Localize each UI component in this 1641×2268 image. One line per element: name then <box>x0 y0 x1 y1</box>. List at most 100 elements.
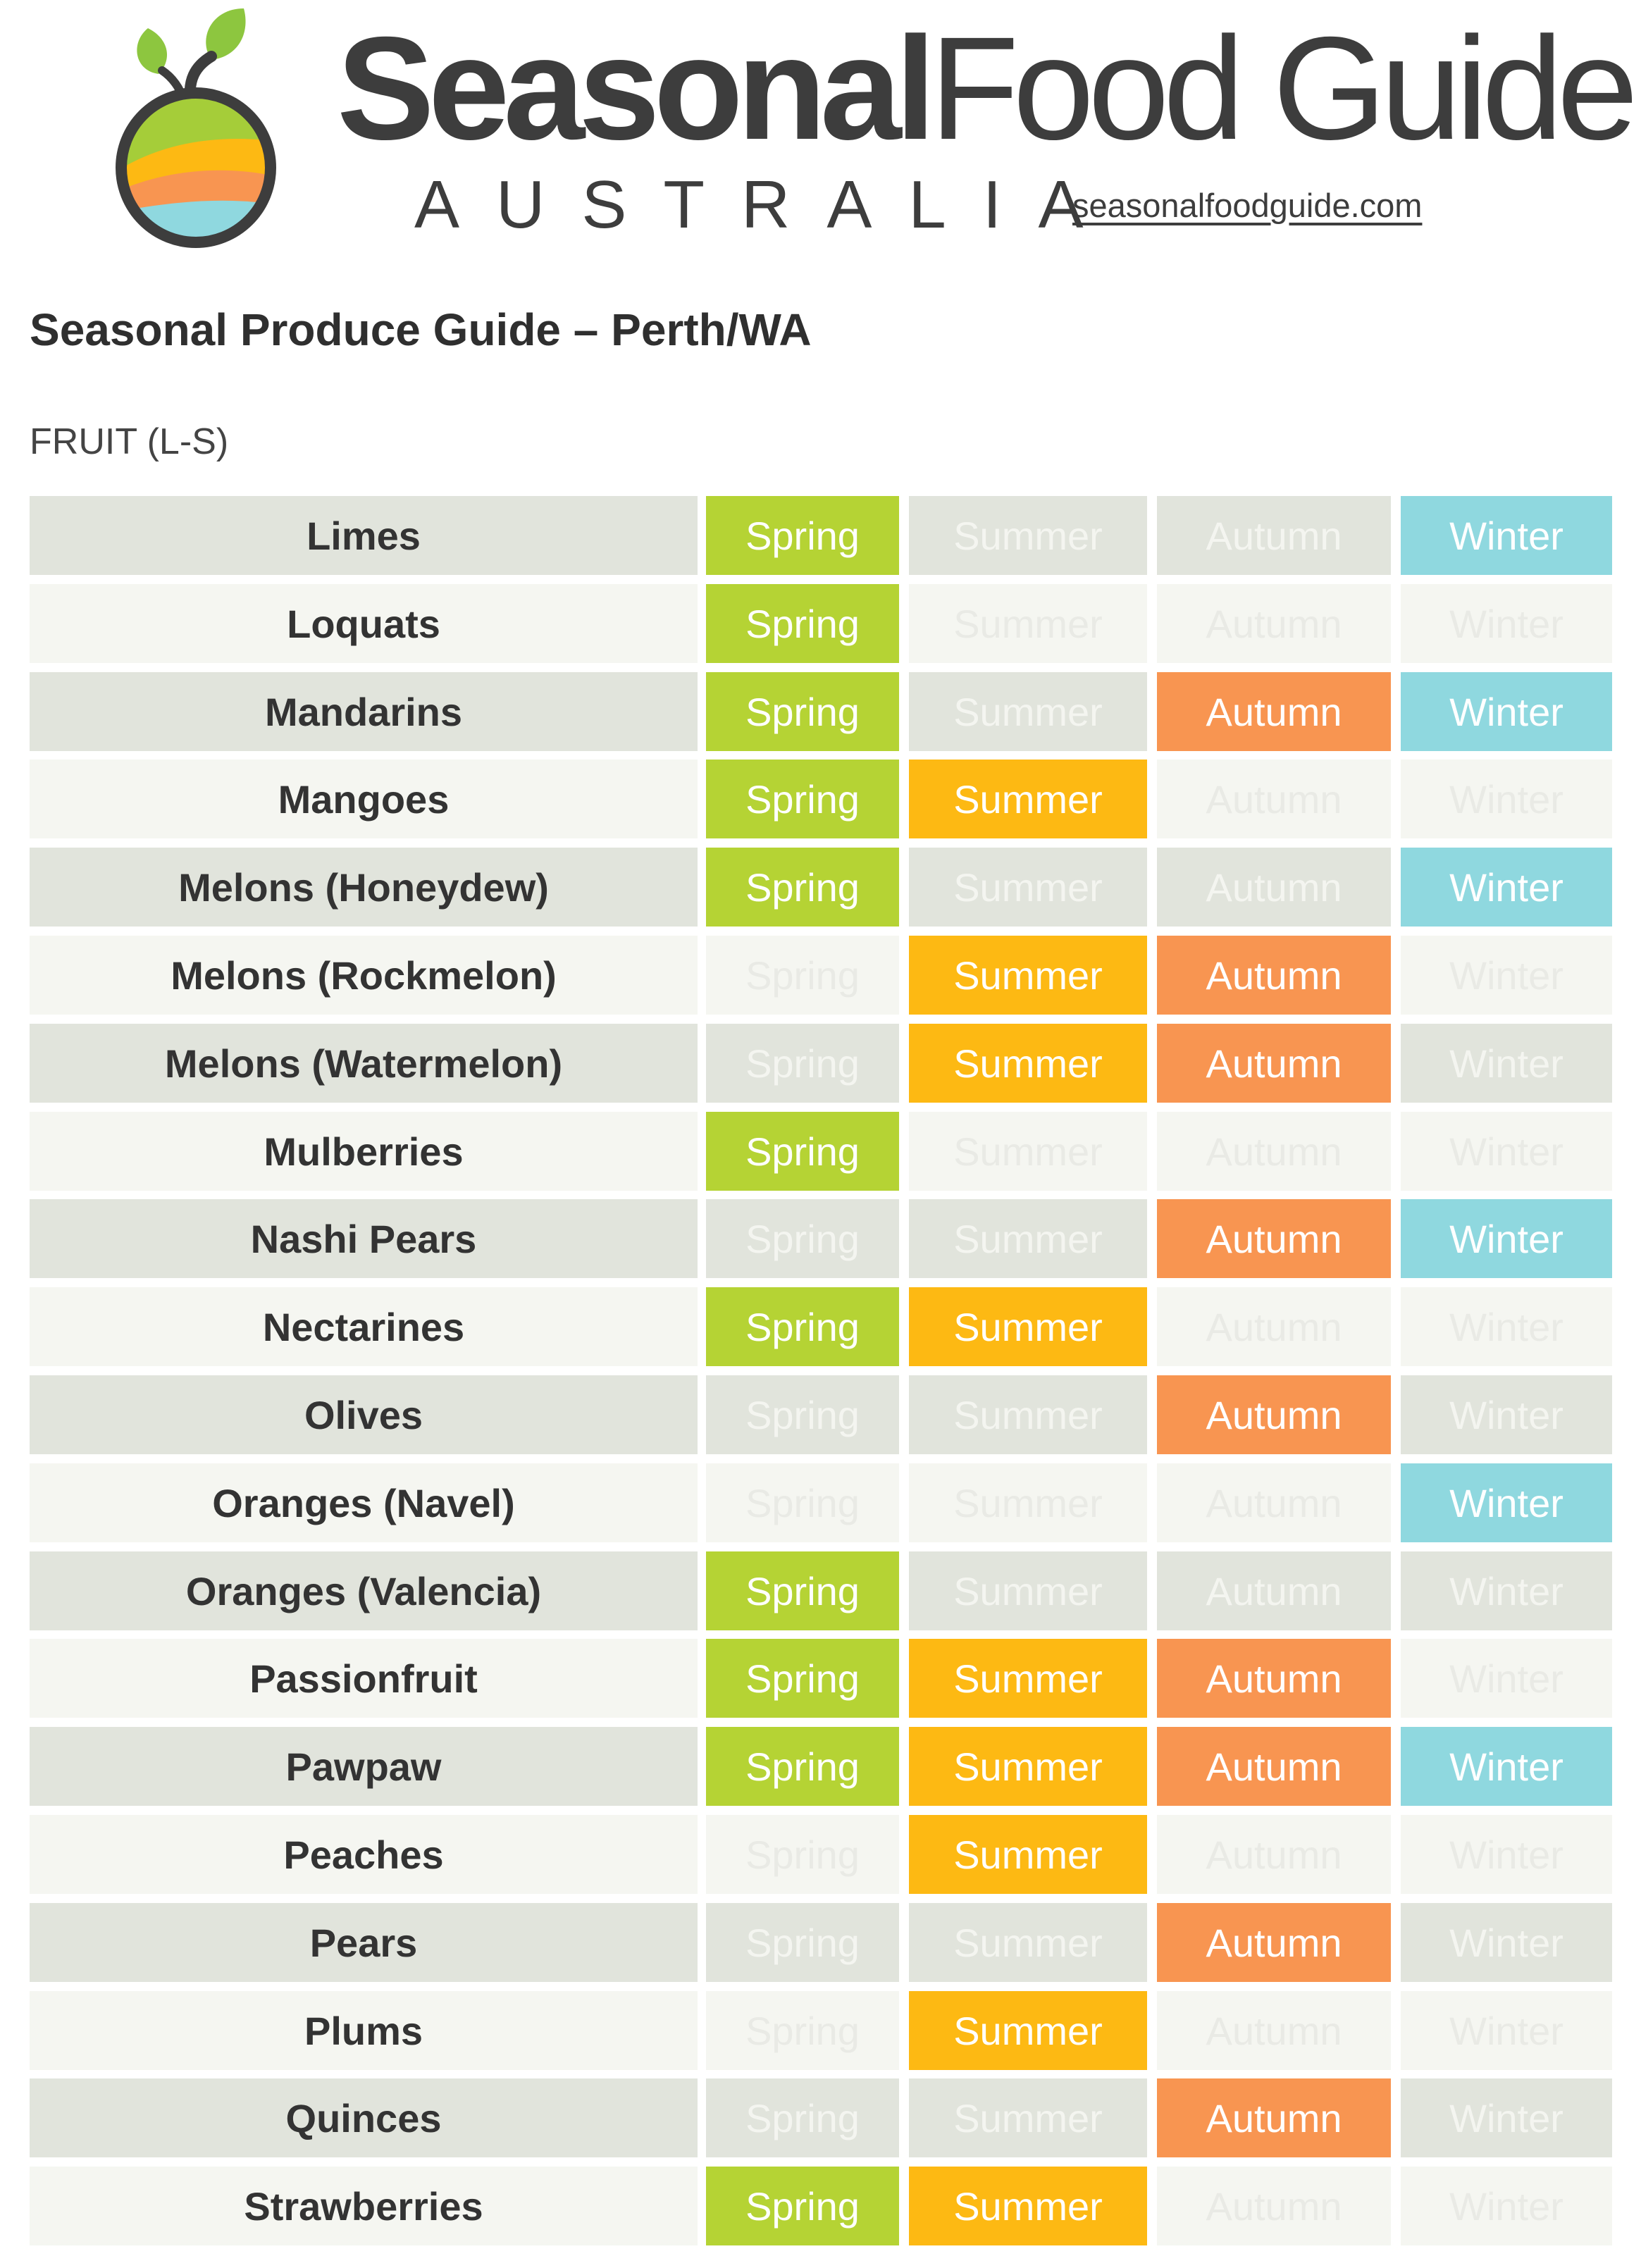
season-cell-spring: Spring <box>706 2078 899 2157</box>
produce-name: Limes <box>30 496 698 575</box>
table-row: Melons (Honeydew) Spring Summer Autumn Winte… <box>30 848 1612 927</box>
season-cell-autumn: Autumn <box>1157 760 1391 838</box>
table-row: Oranges (Valencia) Spring Summer Autumn Wint… <box>30 1551 1612 1630</box>
page-title: Seasonal Produce Guide – Perth/WA <box>30 304 812 355</box>
website-link[interactable]: seasonalfoodguide.com <box>1072 187 1423 224</box>
season-cell-winter: Winter <box>1401 2167 1612 2245</box>
produce-name: Passionfruit <box>30 1639 698 1718</box>
season-cell-summer: Summer <box>909 848 1147 927</box>
season-cell-autumn: Autumn <box>1157 2167 1391 2245</box>
season-cell-winter: Winter <box>1401 1815 1612 1894</box>
season-cell-summer: Summer <box>909 1551 1147 1630</box>
season-cell-autumn: Autumn <box>1157 1287 1391 1366</box>
produce-name: Mandarins <box>30 672 698 751</box>
produce-name: Mangoes <box>30 760 698 838</box>
season-cell-winter: Winter <box>1401 936 1612 1015</box>
table-row: Oranges (Navel) Spring Summer Autumn Winter <box>30 1463 1612 1542</box>
table-row: Mandarins Spring Summer Autumn Winter <box>30 672 1612 751</box>
season-cell-winter: Winter <box>1401 2078 1612 2157</box>
season-cell-winter: Winter <box>1401 1112 1612 1191</box>
table-row: Limes Spring Summer Autumn Winter <box>30 496 1612 575</box>
table-row: Olives Spring Summer Autumn Winter <box>30 1375 1612 1454</box>
season-cell-summer: Summer <box>909 496 1147 575</box>
table-row: Quinces Spring Summer Autumn Winter <box>30 2078 1612 2157</box>
table-row: Mangoes Spring Summer Autumn Winter <box>30 760 1612 838</box>
brand-name: SeasonalFood Guide <box>337 11 1638 166</box>
season-cell-winter: Winter <box>1401 1727 1612 1806</box>
produce-name: Oranges (Valencia) <box>30 1551 698 1630</box>
season-cell-autumn: Autumn <box>1157 848 1391 927</box>
season-cell-winter: Winter <box>1401 1024 1612 1103</box>
produce-name: Melons (Rockmelon) <box>30 936 698 1015</box>
season-cell-autumn: Autumn <box>1157 1991 1391 2070</box>
season-cell-winter: Winter <box>1401 1551 1612 1630</box>
table-row: Pears Spring Summer Autumn Winter <box>30 1903 1612 1982</box>
season-cell-spring: Spring <box>706 1551 899 1630</box>
season-cell-winter: Winter <box>1401 1375 1612 1454</box>
season-cell-summer: Summer <box>909 1639 1147 1718</box>
season-cell-winter: Winter <box>1401 584 1612 663</box>
season-cell-summer: Summer <box>909 1375 1147 1454</box>
season-cell-spring: Spring <box>706 1991 899 2070</box>
season-cell-summer: Summer <box>909 1991 1147 2070</box>
season-cell-autumn: Autumn <box>1157 936 1391 1015</box>
table-row: Melons (Watermelon) Spring Summer Autumn Win… <box>30 1024 1612 1103</box>
table-row: Plums Spring Summer Autumn Winter <box>30 1991 1612 2070</box>
table-row: Peaches Spring Summer Autumn Winter <box>30 1815 1612 1894</box>
season-cell-spring: Spring <box>706 760 899 838</box>
season-cell-summer: Summer <box>909 760 1147 838</box>
fruit-landscape-logo-icon <box>116 8 276 248</box>
table-row: Nectarines Spring Summer Autumn Winter <box>30 1287 1612 1366</box>
season-cell-spring: Spring <box>706 1199 899 1278</box>
produce-name: Pears <box>30 1903 698 1982</box>
season-cell-winter: Winter <box>1401 672 1612 751</box>
produce-name: Melons (Watermelon) <box>30 1024 698 1103</box>
season-cell-spring: Spring <box>706 1024 899 1103</box>
season-cell-autumn: Autumn <box>1157 496 1391 575</box>
season-cell-winter: Winter <box>1401 760 1612 838</box>
table-row: Passionfruit Spring Summer Autumn Winter <box>30 1639 1612 1718</box>
season-cell-winter: Winter <box>1401 1991 1612 2070</box>
season-cell-spring: Spring <box>706 496 899 575</box>
produce-name: Mulberries <box>30 1112 698 1191</box>
season-cell-summer: Summer <box>909 1903 1147 1982</box>
season-cell-spring: Spring <box>706 848 899 927</box>
season-cell-summer: Summer <box>909 936 1147 1015</box>
season-cell-autumn: Autumn <box>1157 1024 1391 1103</box>
season-cell-spring: Spring <box>706 672 899 751</box>
season-cell-summer: Summer <box>909 672 1147 751</box>
season-cell-autumn: Autumn <box>1157 584 1391 663</box>
season-cell-autumn: Autumn <box>1157 1551 1391 1630</box>
produce-name: Pawpaw <box>30 1727 698 1806</box>
produce-name: Oranges (Navel) <box>30 1463 698 1542</box>
table-row: Pawpaw Spring Summer Autumn Winter <box>30 1727 1612 1806</box>
season-cell-winter: Winter <box>1401 1639 1612 1718</box>
season-cell-summer: Summer <box>909 1287 1147 1366</box>
table-row: Melons (Rockmelon) Spring Summer Autumn Wint… <box>30 936 1612 1015</box>
season-cell-spring: Spring <box>706 1727 899 1806</box>
season-cell-spring: Spring <box>706 936 899 1015</box>
season-cell-autumn: Autumn <box>1157 1727 1391 1806</box>
season-cell-spring: Spring <box>706 1375 899 1454</box>
season-cell-summer: Summer <box>909 1463 1147 1542</box>
produce-name: Melons (Honeydew) <box>30 848 698 927</box>
season-cell-winter: Winter <box>1401 1903 1612 1982</box>
season-cell-autumn: Autumn <box>1157 1463 1391 1542</box>
season-cell-summer: Summer <box>909 584 1147 663</box>
season-cell-winter: Winter <box>1401 848 1612 927</box>
produce-name: Nashi Pears <box>30 1199 698 1278</box>
section-label: FRUIT (L-S) <box>30 421 229 462</box>
produce-name: Quinces <box>30 2078 698 2157</box>
produce-name: Strawberries <box>30 2167 698 2245</box>
produce-name: Loquats <box>30 584 698 663</box>
season-cell-summer: Summer <box>909 2078 1147 2157</box>
season-cell-spring: Spring <box>706 1463 899 1542</box>
season-cell-spring: Spring <box>706 1903 899 1982</box>
season-cell-spring: Spring <box>706 2167 899 2245</box>
season-cell-winter: Winter <box>1401 1199 1612 1278</box>
season-cell-summer: Summer <box>909 1199 1147 1278</box>
produce-name: Plums <box>30 1991 698 2070</box>
season-cell-spring: Spring <box>706 1639 899 1718</box>
produce-name: Olives <box>30 1375 698 1454</box>
table-row: Nashi Pears Spring Summer Autumn Winter <box>30 1199 1612 1278</box>
